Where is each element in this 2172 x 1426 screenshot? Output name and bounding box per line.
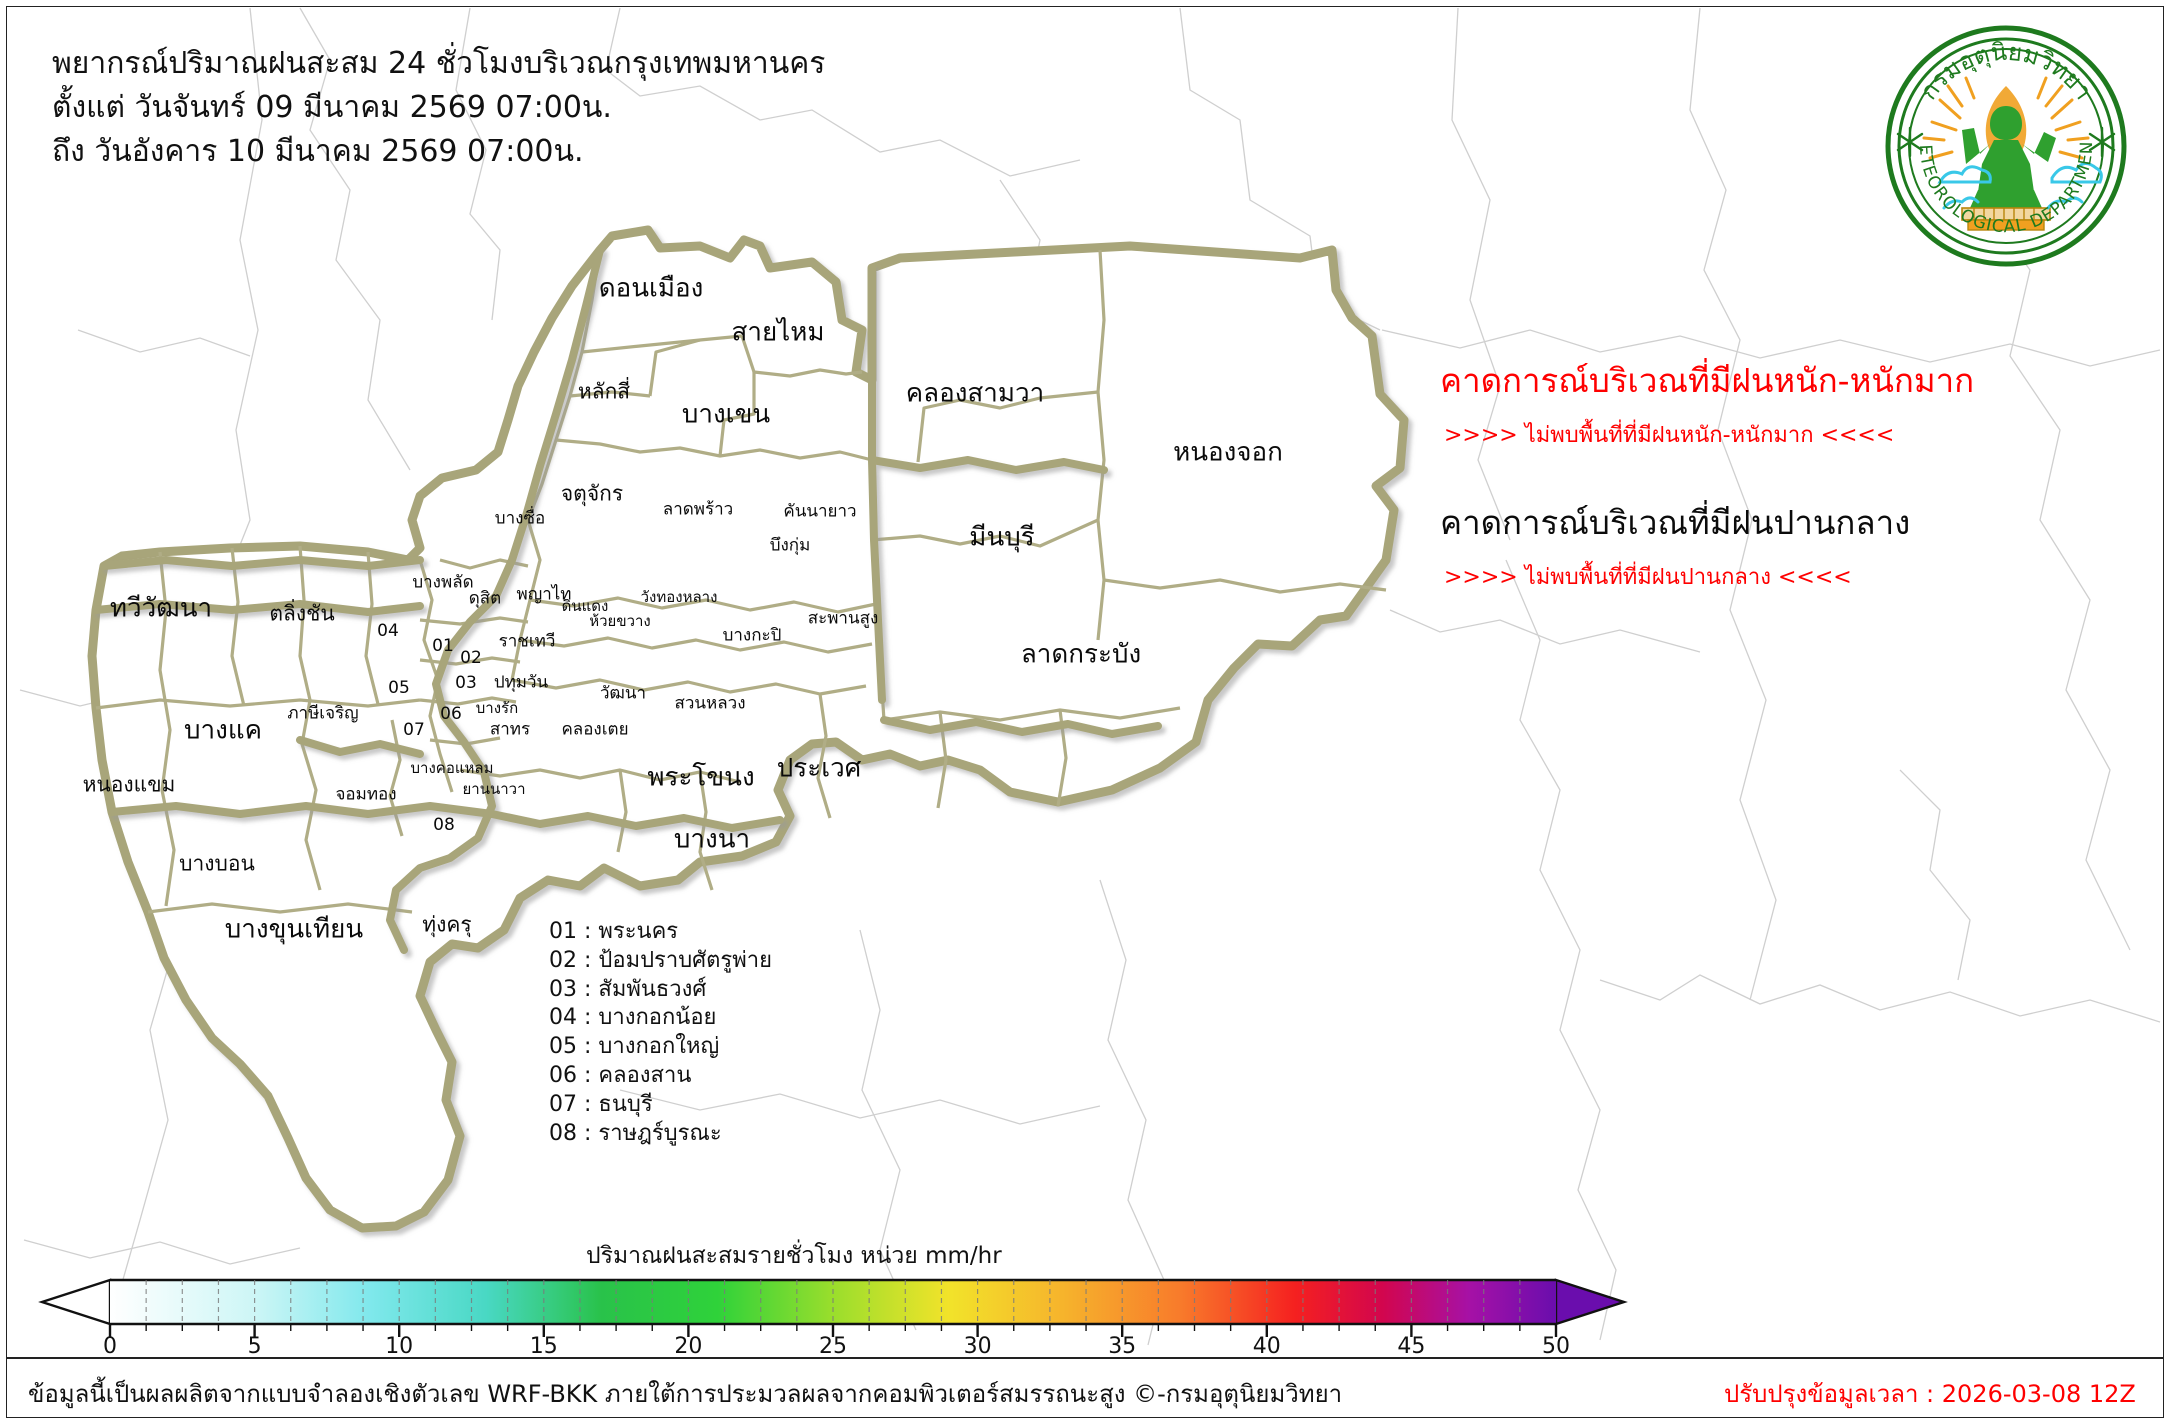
colorbar-tick-label: 10 (385, 1334, 414, 1359)
district-label: 08 (433, 815, 455, 835)
colorbar-tick-label: 25 (819, 1334, 847, 1359)
district-label: หนองจอก (1173, 437, 1283, 468)
district-code-row: 01 : พระนคร (549, 919, 679, 944)
district-label: จตุจักร (560, 481, 624, 506)
district-label: คลองเตย (561, 719, 629, 740)
title-line-1: พยากรณ์ปริมาณฝนสะสม 24 ชั่วโมงบริเวณกรุง… (52, 46, 826, 81)
district-label: 04 (377, 621, 399, 641)
district-label: บางคอแหลม (410, 759, 494, 777)
district-label: หนองแขม (82, 772, 176, 797)
district-label: ปทุมวัน (493, 672, 549, 693)
district-code-row: 04 : บางกอกน้อย (549, 1005, 717, 1031)
district-label: บางเขน (681, 399, 771, 430)
district-label: บางกะปิ (722, 625, 782, 646)
district-label: ประเวศ (776, 753, 862, 784)
title-line-3: ถึง วันอังคาร 10 มีนาคม 2569 07:00น. (52, 133, 584, 169)
colorbar-tick-label: 50 (1542, 1334, 1570, 1359)
colorbar-tick-label: 20 (674, 1334, 703, 1359)
footer-update-time: ปรับปรุงข้อมูลเวลา : 2026-03-08 12Z (1724, 1380, 2136, 1408)
heavy-rain-note: >>>> ไม่พบพื้นที่ที่มีฝนหนัก-หนักมาก <<<… (1444, 422, 1895, 448)
footer-source-text: ข้อมูลนี้เป็นผลผลิตจากแบบจำลองเชิงตัวเลข… (28, 1380, 1343, 1408)
district-label: ทวีวัฒนา (109, 593, 213, 624)
district-code-key: 01 : พระนคร 02 : ป้อมปราบศัตรูพ่าย 03 : สั… (549, 918, 772, 1149)
colorbar-tick-label: 0 (103, 1334, 117, 1359)
colorbar-tick-label: 40 (1252, 1334, 1281, 1359)
colorbar-under-arrow (38, 1278, 112, 1326)
district-label: ดอนเมือง (598, 273, 704, 304)
district-label: สวนหลวง (674, 693, 746, 714)
page-title: พยากรณ์ปริมาณฝนสะสม 24 ชั่วโมงบริเวณกรุง… (52, 42, 825, 173)
bkk-outline (87, 225, 1409, 1233)
district-label: ดินแดง (561, 597, 609, 615)
chao-phraya-and-zone-lines (92, 246, 1162, 954)
colorbar-tick-label: 45 (1397, 1334, 1426, 1359)
moderate-rain-title: คาดการณ์บริเวณที่มีฝนปานกลาง (1440, 502, 1911, 542)
district-label: บึงกุ่ม (769, 535, 811, 556)
district-label: 03 (455, 673, 477, 693)
colorbar-title: ปริมาณฝนสะสมรายชั่วโมง หน่วย mm/hr (586, 1243, 1002, 1269)
district-label: ลาดกระบัง (1020, 639, 1142, 670)
colorbar: ปริมาณฝนสะสมรายชั่วโมง หน่วย mm/hr 0 5 10 1… (0, 1238, 2172, 1368)
district-label: บางนา (673, 824, 751, 855)
district-label: ลาดพร้าว (662, 499, 734, 520)
rain-severity-legend: คาดการณ์บริเวณที่มีฝนหนัก-หนักมาก >>>> ไ… (1440, 362, 2140, 594)
district-label: สะพานสูง (807, 608, 879, 629)
heavy-rain-title: คาดการณ์บริเวณที่มีฝนหนัก-หนักมาก (1440, 361, 1975, 400)
district-code-row: 03 : สัมพันธวงศ์ (549, 976, 707, 1002)
district-code-row: 07 : ธนบุรี (549, 1091, 653, 1117)
district-label: คันนายาว (783, 501, 857, 522)
district-label: ทุ่งครุ (422, 912, 472, 937)
district-code-row: 05 : บางกอกใหญ่ (549, 1034, 720, 1060)
district-label: สาทร (489, 719, 531, 740)
title-line-2: ตั้งแต่ วันจันทร์ 09 มีนาคม 2569 07:00น. (52, 89, 612, 125)
colorbar-tick-label: 30 (963, 1334, 992, 1359)
district-code-row: 08 : ราษฎร์บูรณะ (549, 1120, 722, 1146)
district-label: บางบอน (179, 851, 255, 876)
district-label: สายไหม (731, 317, 825, 348)
district-label: 01 (432, 636, 454, 656)
colorbar-tick-label: 5 (247, 1334, 262, 1359)
district-label: คลองสามวา (905, 378, 1045, 409)
district-label: บางพลัด (412, 572, 474, 593)
colorbar-tick-label: 15 (529, 1334, 558, 1359)
district-label: ดุสิต (468, 588, 502, 609)
district-label: พญาไท (516, 584, 572, 605)
district-label: 06 (440, 704, 462, 724)
district-label: ยานนาวา (462, 780, 526, 798)
district-label: จอมทอง (335, 784, 397, 805)
district-label: 05 (388, 678, 410, 698)
tmd-seal-icon: กรมอุตุนิยมวิทยา METEOROLOGICAL DEPARTME… (1874, 7, 2127, 267)
district-label: วัฒนา (599, 683, 647, 704)
moderate-rain-note: >>>> ไม่พบพื้นที่ที่มีฝนปานกลาง <<<< (1444, 564, 1852, 590)
tmd-logo: กรมอุตุนิยมวิทยา METEOROLOGICAL DEPARTME… (1874, 7, 2130, 270)
colorbar-tick-label: 35 (1108, 1334, 1137, 1359)
footer-border (6, 1358, 2164, 1418)
district-label: มีนบุรี (969, 522, 1035, 553)
district-label: บางรัก (475, 699, 519, 717)
district-code-row: 06 : คลองสาน (549, 1063, 692, 1089)
district-label: 07 (403, 720, 425, 740)
colorbar-over-arrow (1554, 1278, 1628, 1326)
district-label: ตลิ่งชัน (269, 601, 335, 626)
district-label: ห้วยขวาง (589, 612, 651, 630)
district-label: บางซื่อ (494, 508, 546, 529)
district-label: บางขุนเทียน (224, 914, 364, 945)
district-label: หลักสี่ (577, 379, 631, 404)
district-label: บางแค (184, 715, 262, 746)
district-code-row: 02 : ป้อมปราบศัตรูพ่าย (549, 947, 772, 973)
district-label: วังทองหลาง (640, 588, 718, 606)
district-label: ราชเทวี (498, 631, 556, 652)
district-label: 02 (460, 648, 482, 668)
district-label: ภาษีเจริญ (287, 703, 359, 724)
district-label: พระโขนง (647, 762, 755, 793)
colorbar-scale (38, 1278, 1628, 1337)
